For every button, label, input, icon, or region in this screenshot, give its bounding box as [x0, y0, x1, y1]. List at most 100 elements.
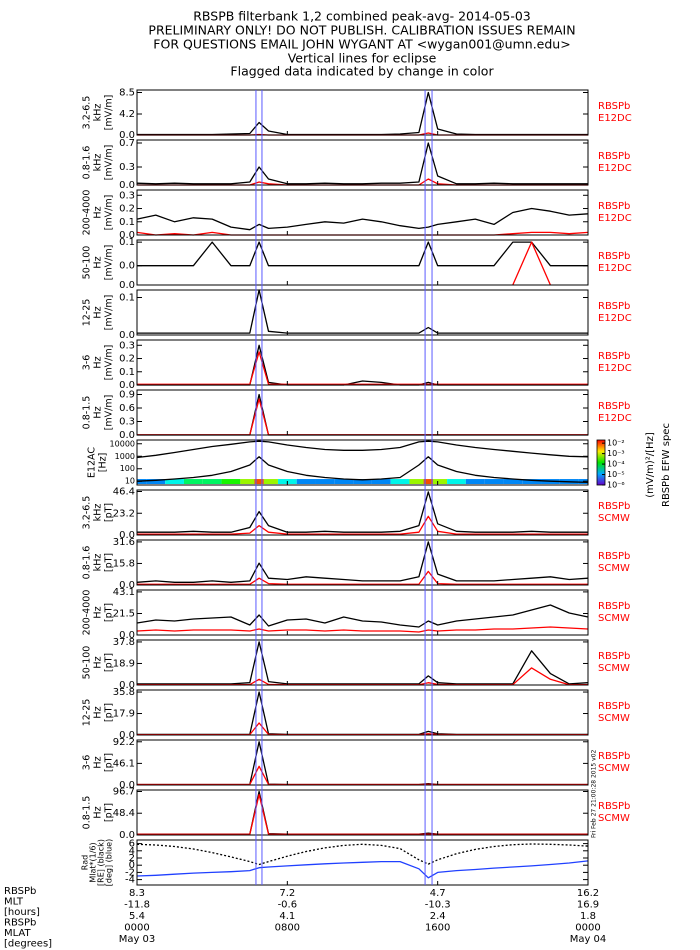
- colorbar-tick-label: 10⁻⁵: [607, 470, 625, 479]
- x-tick-label: 16.2: [577, 888, 599, 899]
- panel-frame: [136, 239, 589, 286]
- y-axis-label: kHz: [93, 554, 104, 572]
- y-tick-label: 0.1: [119, 367, 135, 378]
- spectrogram-cell: [353, 479, 372, 485]
- y-axis-label: [mV/m]: [104, 195, 115, 231]
- y-axis-label: [mV/m]: [104, 295, 115, 331]
- y-axis-label: [deg] (blue): [105, 839, 114, 886]
- spectrogram-cell: [503, 479, 523, 485]
- x-row-title: MLT: [4, 897, 24, 908]
- x-row-title: MLAT: [4, 928, 31, 939]
- x-tick-label: 4.7: [430, 888, 446, 899]
- panel-label: E12DC: [598, 113, 632, 124]
- y-tick-label: 0.0: [119, 130, 135, 141]
- series-line: [137, 790, 588, 835]
- panel-label: SCMW: [598, 613, 630, 624]
- colorbar-title: RBSPb EFW spec: [661, 423, 672, 507]
- series-line: [137, 398, 588, 436]
- colorbar-label: (mV/m)²/[Hz]: [645, 432, 656, 498]
- y-axis-label: 12-25: [82, 299, 93, 327]
- y-axis-label: [RE] (black): [97, 839, 106, 886]
- x-tick-label: May 04: [570, 934, 607, 945]
- y-axis-label: 0.8-1.5: [82, 396, 93, 430]
- spectrogram-cell: [522, 479, 542, 485]
- y-tick-label: 35.8: [113, 687, 135, 698]
- y-tick-label: 0.3: [119, 190, 135, 201]
- series-line: [136, 843, 589, 866]
- panel-label: E12DC: [598, 163, 632, 174]
- series-line: [136, 541, 589, 583]
- x-tick-label: 16.9: [577, 900, 599, 911]
- colorbar-tick-label: 10⁻⁶: [607, 481, 625, 490]
- y-tick-label: 23.2: [113, 508, 135, 519]
- spectrogram-cell: [409, 479, 424, 485]
- y-tick-label: 0.0: [119, 180, 135, 191]
- x-tick-label: 7.2: [279, 888, 295, 899]
- panel-label: RBSPb: [598, 101, 630, 112]
- y-axis-label: Hz: [93, 356, 104, 368]
- x-tick-label: -0.6: [278, 900, 298, 911]
- y-axis-label: 3.2-6.5: [82, 96, 93, 130]
- series-line: [136, 207, 589, 231]
- x-tick-label: 1600: [425, 923, 450, 934]
- y-tick-label: 0.0: [119, 380, 135, 391]
- series-line: [136, 142, 588, 185]
- y-axis-label: [Hz]: [98, 453, 109, 473]
- series-line: [512, 241, 551, 286]
- x-row-title: [degrees]: [4, 939, 52, 950]
- title-line: FOR QUESTIONS EMAIL JOHN WYGANT AT <wyga…: [153, 37, 570, 52]
- panel-label: SCMW: [598, 513, 630, 524]
- y-tick-label: 1000: [115, 452, 135, 461]
- spectrogram-cell: [432, 479, 448, 485]
- spectrogram-cell: [263, 479, 278, 485]
- x-tick-label: -10.3: [425, 900, 451, 911]
- y-tick-label: 0.1: [119, 217, 135, 228]
- colorbar-tick-label: 10⁻⁴: [607, 460, 625, 469]
- x-tick-label: 0800: [275, 923, 300, 934]
- y-tick-label: 0.6: [119, 403, 135, 414]
- title-line: Vertical lines for eclipse: [288, 51, 437, 66]
- y-axis-label: 3-6: [82, 755, 93, 771]
- y-axis-label: 200-4000: [82, 190, 93, 236]
- y-tick-label: 8.5: [119, 88, 135, 99]
- x-tick-label: 1.8: [580, 911, 596, 922]
- y-axis-label: [mV/m]: [104, 245, 115, 281]
- y-tick-label: 0.2: [119, 204, 135, 215]
- y-tick-label: 4.2: [119, 109, 135, 120]
- x-row-title: [hours]: [4, 907, 40, 918]
- y-tick-label: 0.9: [119, 390, 135, 401]
- x-tick-label: May 03: [119, 934, 156, 945]
- colorbar: [596, 439, 606, 486]
- series-line: [137, 241, 588, 267]
- panel-label: RBSPb: [598, 601, 630, 612]
- y-tick-label: 4: [129, 846, 135, 857]
- y-axis-label: [pT]: [104, 503, 115, 522]
- y-axis-label: [pT]: [104, 703, 115, 722]
- panel-label: RBSPb: [598, 551, 630, 562]
- panel-frame: [136, 789, 589, 836]
- series-line: [137, 393, 588, 436]
- y-tick-label: 0.0: [119, 330, 135, 341]
- panel-label: RBSPb: [598, 501, 630, 512]
- panel-label: RBSPb: [598, 651, 630, 662]
- y-axis-label: Hz: [93, 206, 104, 218]
- y-axis-label: Hz: [93, 756, 104, 768]
- series-line: [137, 289, 588, 334]
- panel-frame: [136, 689, 589, 736]
- y-axis-label: 3-6: [82, 355, 93, 371]
- panel-frame: [136, 839, 589, 886]
- colorbar-tick-label: 10⁻²: [607, 439, 625, 448]
- y-axis-label: kHz: [93, 104, 104, 122]
- title-line: PRELIMINARY ONLY! DO NOT PUBLISH. CALIBR…: [148, 23, 575, 38]
- y-tick-label: 18.9: [113, 658, 135, 669]
- y-axis-label: 0.8-1.6: [82, 146, 93, 180]
- y-tick-label: 0.3: [119, 417, 135, 428]
- spectrogram-cell: [254, 479, 264, 485]
- series-line: [136, 604, 589, 628]
- x-tick-label: 0000: [124, 923, 149, 934]
- title-line: Flagged data indicated by change in colo…: [230, 64, 494, 79]
- spectrogram-cell: [183, 479, 203, 485]
- series-line: [137, 722, 588, 736]
- spectrogram-cell: [202, 479, 222, 485]
- x-tick-label: 2.4: [430, 911, 446, 922]
